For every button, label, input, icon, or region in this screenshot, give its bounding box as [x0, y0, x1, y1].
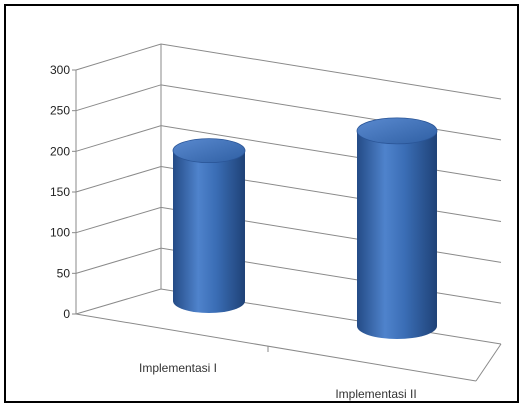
floor-right-edge: [475, 343, 502, 382]
y-tick-label: 150: [50, 185, 70, 199]
bar-top: [172, 138, 246, 163]
y-tick-label: 250: [50, 104, 70, 118]
y-tick-label: 0: [63, 307, 70, 321]
chart-axes: [72, 43, 502, 382]
x-axis-line: [75, 313, 477, 382]
bar-top: [356, 117, 438, 145]
x-category-label: Implementasi II: [335, 387, 416, 401]
y-tick-label: 200: [50, 144, 70, 158]
bar-body: [357, 130, 437, 339]
chart-frame: 0 50 100 150 200 250 300 Implementasi I Implemen…: [4, 4, 519, 403]
cylinder-bar-chart: 0 50 100 150 200 250 300 Implementasi I Implemen…: [50, 43, 502, 401]
y-tick-label: 300: [50, 63, 70, 77]
gridline: [75, 288, 502, 345]
y-tick-label: 50: [57, 266, 71, 280]
bar-cylinder: [172, 138, 246, 313]
y-tick-label: 100: [50, 226, 70, 240]
bar-cylinder: [356, 117, 438, 339]
gridline: [75, 43, 502, 100]
bar-body: [173, 150, 245, 313]
chart-bars: [172, 117, 438, 339]
chart-labels: 0 50 100 150 200 250 300 Implementasi I Implemen…: [50, 63, 417, 401]
x-category-label: Implementasi I: [139, 361, 217, 375]
